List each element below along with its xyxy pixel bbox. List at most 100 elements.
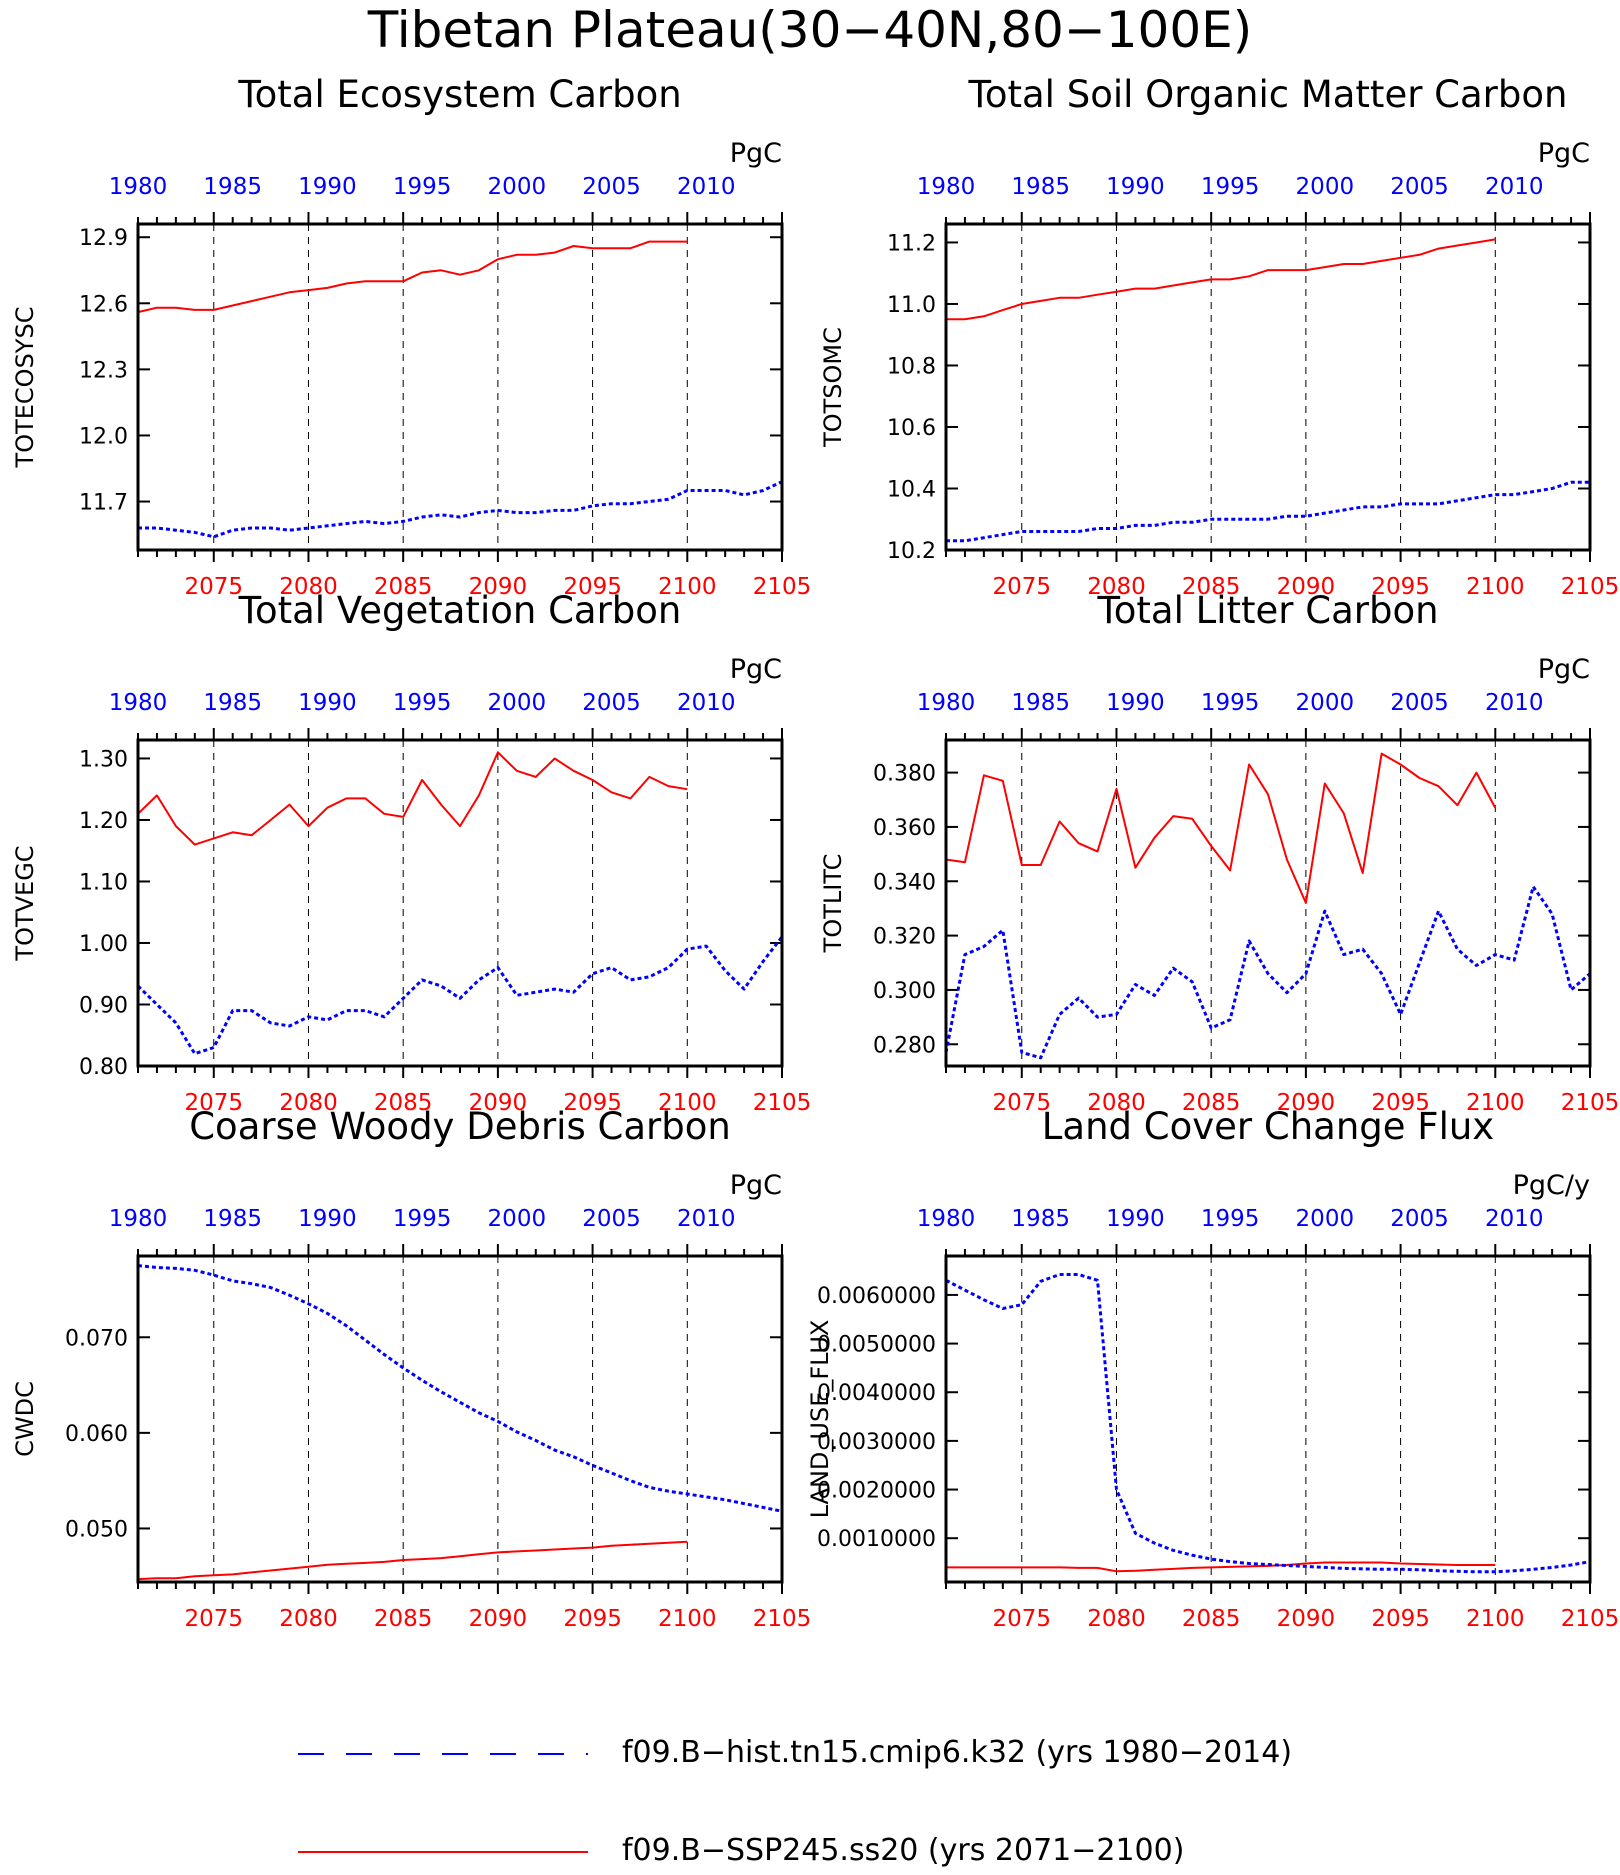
x-tick-label-bottom: 2100 [1466,574,1525,600]
x-tick-label-top: 2005 [582,690,641,716]
plot-frame [944,738,1592,1068]
series-line-ssp [137,751,688,846]
x-tick-label-top: 1995 [393,690,452,716]
chart-panel-2: Total Soil Organic Matter Carbon PgC TOTSO… [819,73,1619,600]
x-tick-label-bottom: 2090 [469,1090,528,1116]
x-tick-label-bottom: 2075 [992,1090,1051,1116]
figure-title: Tibetan Plateau(30−40N,80−100E) [367,1,1253,59]
x-tick-label-bottom: 2075 [184,1090,243,1116]
legend-label: f09.B−hist.tn15.cmip6.k32 (yrs 1980−2014… [622,1735,1292,1770]
series-line-ssp [946,1561,1496,1573]
x-tick-label-bottom: 2075 [992,574,1051,600]
y-tick-label: 11.0 [887,293,936,318]
x-tick-label-top: 1990 [298,690,357,716]
x-tick-label-bottom: 2105 [1561,1606,1620,1632]
x-tick-label-top: 1995 [1201,1206,1260,1232]
x-tick-label-top: 2000 [488,174,547,200]
y-tick-label: 1.00 [79,932,128,957]
x-tick-label-top: 2010 [677,1206,736,1232]
y-tick-label: 0.360 [873,816,936,841]
x-tick-label-bottom: 2105 [753,1090,812,1116]
x-tick-label-top: 1980 [109,690,168,716]
series-line-ssp [137,1540,688,1581]
x-tick-label-bottom: 2080 [279,574,338,600]
x-tick-label-top: 1980 [917,690,976,716]
x-tick-label-bottom: 2085 [1182,574,1241,600]
x-tick-label-bottom: 2085 [1182,1606,1241,1632]
x-tick-label-bottom: 2090 [1277,574,1336,600]
x-tick-label-top: 1980 [109,174,168,200]
y-tick-label: 0.0010000 [817,1527,936,1552]
unit-label: PgC [1538,654,1590,685]
x-tick-label-top: 1990 [1106,690,1165,716]
x-tick-label-top: 1985 [1011,1206,1070,1232]
chart-panel-1: Total Ecosystem Carbon PgC TOTECOSYSC 2075 2… [11,73,811,600]
x-tick-label-bottom: 2075 [992,1606,1051,1632]
x-tick-label-bottom: 2100 [658,1606,717,1632]
x-tick-label-top: 1995 [393,1206,452,1232]
x-tick-label-top: 2005 [1390,174,1449,200]
series-line-ssp [945,752,1497,904]
x-tick-label-top: 1985 [203,690,262,716]
y-tick-label: 12.9 [79,226,128,251]
y-tick-label: 12.6 [79,292,128,317]
x-tick-label-top: 2000 [488,1206,547,1232]
unit-label: PgC/y [1513,1170,1590,1201]
x-tick-label-bottom: 2095 [1371,574,1430,600]
x-tick-label-bottom: 2075 [184,1606,243,1632]
legend-item-2: f09.B−SSP245.ss20 (yrs 2071−2100) [298,1833,1184,1868]
x-tick-label-bottom: 2085 [374,1606,433,1632]
y-tick-label: 0.340 [873,870,936,895]
x-tick-label-top: 1990 [298,1206,357,1232]
x-tick-label-bottom: 2100 [658,1090,717,1116]
plot-frame [136,738,784,1068]
x-tick-label-bottom: 2095 [1371,1606,1430,1632]
panel-title: Total Vegetation Carbon [238,589,682,632]
x-tick-label-top: 2005 [1390,690,1449,716]
y-tick-label: 0.380 [873,762,936,787]
x-tick-label-bottom: 2105 [753,574,812,600]
x-tick-label-bottom: 2090 [469,1606,528,1632]
series-line-hist [946,480,1590,543]
x-tick-label-bottom: 2085 [374,574,433,600]
x-tick-label-top: 2000 [1296,174,1355,200]
panel-title: Total Litter Carbon [1096,589,1438,632]
x-tick-label-bottom: 2105 [753,1606,812,1632]
y-tick-label: 0.80 [79,1055,128,1080]
legend-label: f09.B−SSP245.ss20 (yrs 2071−2100) [622,1833,1184,1868]
x-tick-label-bottom: 2100 [1466,1606,1525,1632]
y-tick-label: 10.8 [887,354,936,379]
x-tick-label-top: 2005 [1390,1206,1449,1232]
chart-panel-6: Land Cover Change Flux PgC/y LAND_USE_FLUX… [806,1105,1619,1632]
plot-frame [944,1254,1592,1584]
y-tick-label: 10.4 [887,477,936,502]
y-tick-label: 12.3 [79,358,128,383]
y-tick-label: 0.0030000 [817,1430,936,1455]
x-tick-label-bottom: 2085 [374,1090,433,1116]
chart-panel-4: Total Litter Carbon PgC TOTLITC 2075 2080 208… [819,589,1619,1116]
series-line-hist [944,885,1591,1060]
unit-label: PgC [730,654,782,685]
x-tick-label-bottom: 2080 [279,1090,338,1116]
series-line-hist [138,480,783,539]
x-tick-label-bottom: 2100 [658,574,717,600]
y-tick-label: 0.90 [79,993,128,1018]
x-tick-label-top: 1990 [1106,1206,1165,1232]
legend: f09.B−hist.tn15.cmip6.k32 (yrs 1980−2014… [298,1735,1292,1868]
x-tick-label-top: 1985 [203,1206,262,1232]
chart-panel-3: Total Vegetation Carbon PgC TOTVEGC 2075 208… [11,589,811,1116]
legend-item-1: f09.B−hist.tn15.cmip6.k32 (yrs 1980−2014… [298,1735,1292,1770]
x-tick-label-top: 2000 [1296,690,1355,716]
x-tick-label-top: 2000 [488,690,547,716]
y-tick-label: 0.320 [873,925,936,950]
y-tick-label: 0.050 [65,1517,128,1542]
x-tick-label-top: 1995 [1201,690,1260,716]
y-tick-label: 0.0060000 [817,1284,936,1309]
x-tick-label-top: 2010 [1485,174,1544,200]
x-tick-label-top: 2000 [1296,1206,1355,1232]
x-tick-label-top: 2010 [677,690,736,716]
y-axis-label: TOTECOSYSC [11,307,39,469]
x-tick-label-top: 2010 [1485,1206,1544,1232]
unit-label: PgC [730,1170,782,1201]
x-tick-label-top: 1980 [917,1206,976,1232]
